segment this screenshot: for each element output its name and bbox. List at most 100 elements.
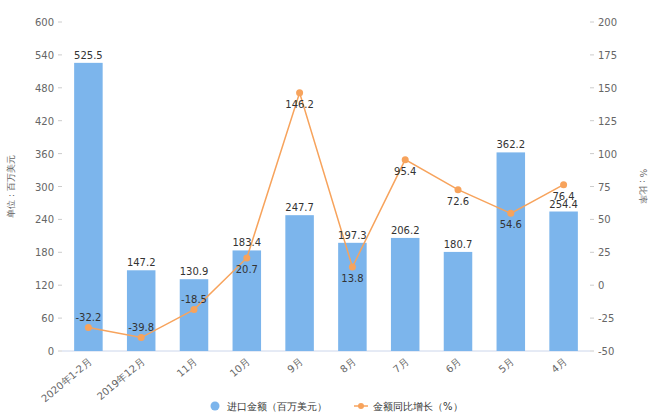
chart: 060120180240300360420480540600-50-250255… <box>0 0 650 420</box>
bar-label: 362.2 <box>496 139 525 150</box>
line-point <box>191 306 198 313</box>
bar <box>127 270 156 351</box>
y-tick-label: 240 <box>35 214 54 225</box>
y2-tick-label: 0 <box>598 280 604 291</box>
y-tick <box>58 318 62 319</box>
bar <box>497 152 526 351</box>
y2-tick-label: 100 <box>598 149 617 160</box>
legend-swatch <box>211 402 220 411</box>
y-tick-label: 420 <box>35 116 54 127</box>
y2-tick <box>590 54 594 55</box>
line-label: 146.2 <box>285 99 314 110</box>
y2-tick <box>590 351 594 352</box>
y2-tick-label: 125 <box>598 116 617 127</box>
bar <box>391 238 420 351</box>
bar <box>444 252 473 351</box>
y-tick-label: 120 <box>35 280 54 291</box>
y2-tick-label: 175 <box>598 50 617 61</box>
legend-swatch <box>358 403 364 409</box>
x-tick-label: 8月 <box>338 356 358 375</box>
y2-tick-label: -25 <box>598 313 614 324</box>
y-tick <box>58 87 62 88</box>
line-point <box>296 89 303 96</box>
y2-label: %：比率 <box>638 169 648 205</box>
y-label: 单位：百万美元 <box>6 155 16 218</box>
plot-marks <box>74 63 578 351</box>
y2-tick <box>590 252 594 253</box>
line-point <box>85 324 92 331</box>
line-point <box>138 334 145 341</box>
y2-tick-label: -50 <box>598 346 614 357</box>
y-tick-label: 0 <box>48 346 54 357</box>
line-point <box>243 254 250 261</box>
x-tick-label: 7月 <box>391 356 411 375</box>
y2-tick <box>590 186 594 187</box>
bar-label: 180.7 <box>444 239 473 250</box>
line-label: 54.6 <box>500 219 522 230</box>
bar-label: 247.7 <box>285 202 314 213</box>
x-tick-label: 6月 <box>444 356 464 375</box>
y2-tick-label: 75 <box>598 182 611 193</box>
line-point <box>349 264 356 271</box>
line-label: 72.6 <box>447 196 469 207</box>
y-tick <box>58 153 62 154</box>
y-tick <box>58 252 62 253</box>
y-tick-label: 480 <box>35 83 54 94</box>
y2-tick <box>590 219 594 220</box>
y2-tick <box>590 318 594 319</box>
line-point <box>507 210 514 217</box>
bar-label: 147.2 <box>127 257 156 268</box>
bar <box>338 243 367 351</box>
y2-tick <box>590 285 594 286</box>
y2-tick <box>590 153 594 154</box>
y-tick-label: 300 <box>35 182 54 193</box>
line-point <box>455 186 462 193</box>
y-tick <box>58 54 62 55</box>
y2-tick-label: 25 <box>598 247 611 258</box>
y-tick-label: 540 <box>35 50 54 61</box>
line-label: -39.8 <box>128 322 154 333</box>
y-tick <box>58 22 62 23</box>
line-label: 95.4 <box>394 166 416 177</box>
bar-label: 197.3 <box>338 230 367 241</box>
line-point <box>560 181 567 188</box>
y2-tick <box>590 22 594 23</box>
legend-label: 进口金额（百万美元） <box>227 401 327 412</box>
bar <box>549 212 578 351</box>
y-tick <box>58 351 62 352</box>
line-label: -32.2 <box>75 312 101 323</box>
bar <box>233 250 262 351</box>
x-tick-label: 9月 <box>285 356 305 375</box>
line <box>88 93 563 338</box>
y2-tick <box>590 87 594 88</box>
bar-label: 206.2 <box>391 225 420 236</box>
bar-label: 183.4 <box>232 237 261 248</box>
data-labels: 525.5 147.2 130.9 183.4 247.7 197.3 206.2 180.7… <box>74 50 578 333</box>
y-tick <box>58 285 62 286</box>
x-tick-label: 11月 <box>175 356 199 379</box>
bar <box>285 215 314 351</box>
line-label: -18.5 <box>181 294 207 305</box>
x-tick-label: 4月 <box>549 356 569 375</box>
line-label: 76.4 <box>552 191 574 202</box>
bar-label: 130.9 <box>180 266 209 277</box>
y2-tick <box>590 120 594 121</box>
legend-label: 金额同比增长（%） <box>373 401 463 412</box>
x-tick-label: 10月 <box>228 356 252 379</box>
x-tick-label: 5月 <box>496 356 516 375</box>
y2-tick-label: 50 <box>598 214 611 225</box>
x-tick-label: 2020年1-2月 <box>39 356 93 404</box>
legend: 进口金额（百万美元） 金额同比增长（%） <box>211 401 463 412</box>
y-tick <box>58 219 62 220</box>
x-tick-label: 2019年12月 <box>95 356 147 402</box>
line-point <box>402 156 409 163</box>
y-tick-label: 60 <box>41 313 54 324</box>
bar-label: 525.5 <box>74 50 103 61</box>
line-label: 13.8 <box>341 273 363 284</box>
bar <box>74 63 103 351</box>
y-tick <box>58 120 62 121</box>
y2-tick-label: 150 <box>598 83 617 94</box>
y-tick-label: 600 <box>35 17 54 28</box>
y-tick-label: 360 <box>35 149 54 160</box>
y2-tick-label: 200 <box>598 17 617 28</box>
